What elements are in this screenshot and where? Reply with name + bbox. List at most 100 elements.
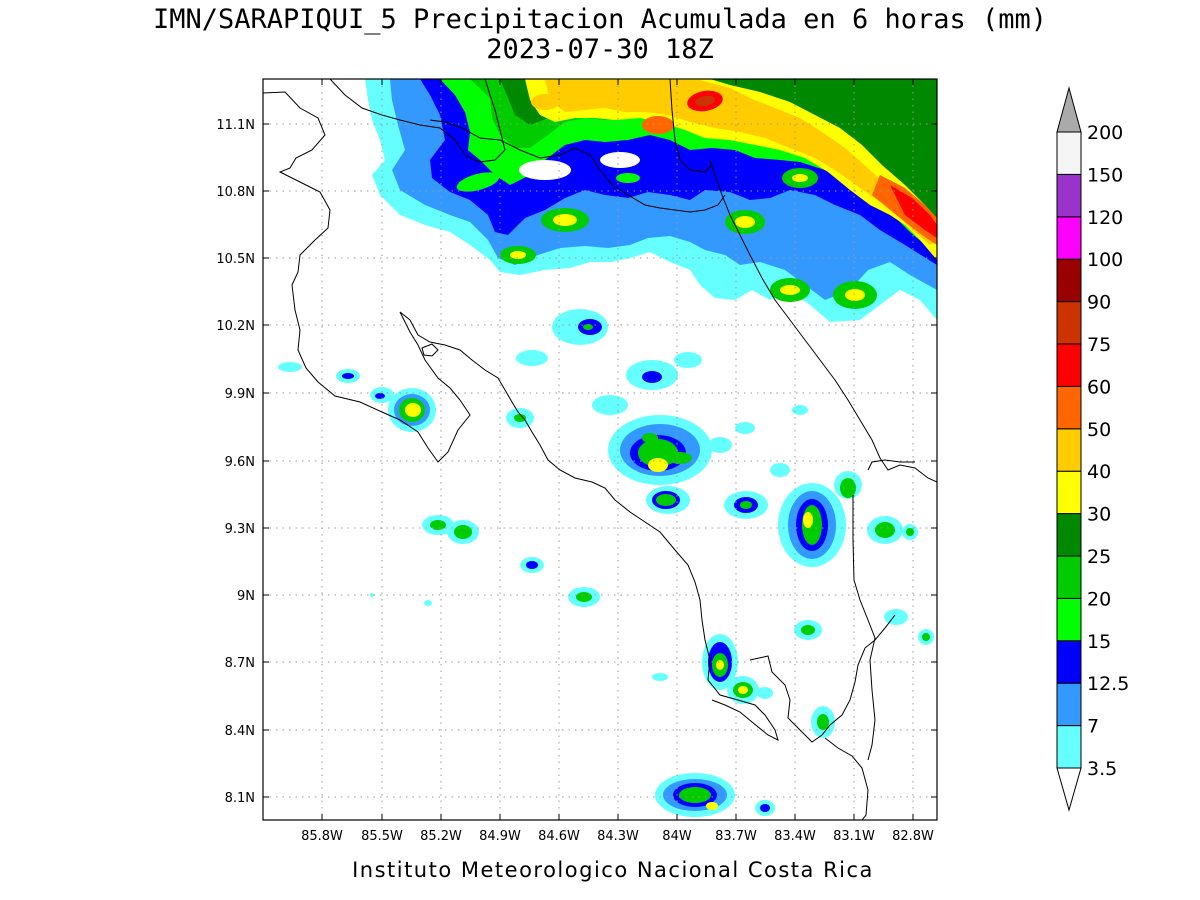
- precip-cell: [735, 422, 755, 434]
- coastlines-and-borders: [263, 79, 937, 820]
- colorbar-swatch: [1056, 597, 1082, 642]
- precip-cell: [695, 95, 715, 107]
- precip-cell: [735, 216, 755, 228]
- precip-cell: [638, 439, 678, 467]
- precip-cell: [370, 593, 374, 597]
- osa-peninsula-coast: [749, 614, 896, 743]
- precip-cell: [454, 525, 472, 539]
- colorbar-swatch: [1056, 216, 1082, 260]
- colorbar-swatch: [1056, 725, 1082, 769]
- colorbar-label: 150: [1087, 164, 1123, 186]
- colorbar-max-arrow: [1056, 86, 1082, 133]
- panama-border: [852, 495, 876, 761]
- caribbean-coast: [709, 159, 937, 483]
- precip-cell: [405, 403, 421, 417]
- y-tick-label: 8.7N: [225, 656, 255, 671]
- precip-cell: [510, 251, 526, 259]
- precip-cell: [884, 609, 908, 625]
- precip-cell: [586, 92, 614, 108]
- y-tick-label: 9.3N: [225, 522, 255, 537]
- y-tick-label: 9.9N: [225, 387, 255, 402]
- colorbar-swatch: [1056, 131, 1082, 175]
- precip-cell: [514, 414, 526, 422]
- map-grid: [263, 79, 937, 820]
- x-tick-label: 84W: [662, 829, 692, 844]
- x-tick-label: 84.3W: [597, 829, 639, 844]
- x-tick-label: 83.4W: [774, 829, 816, 844]
- colorbar-swatch: [1056, 385, 1082, 430]
- precip-cell: [342, 373, 354, 379]
- map-subtitle-date: 2023-07-30 18Z: [486, 34, 714, 65]
- colorbar-label: 50: [1087, 419, 1111, 441]
- map-title: IMN/SARAPIQUI_5 Precipitacion Acumulada …: [153, 4, 1047, 35]
- colorbar-label: 20: [1087, 588, 1111, 610]
- x-tick-label: 83.7W: [715, 829, 757, 844]
- nicoya-gulf-coast: [399, 311, 779, 741]
- x-tick-label: 84.6W: [538, 829, 580, 844]
- precip-cell: [679, 787, 711, 803]
- y-tick-label: 10.2N: [216, 319, 255, 334]
- precip-cell: [553, 214, 577, 226]
- precip-cell: [642, 371, 662, 383]
- precip-cell: [706, 802, 718, 810]
- precip-cell: [792, 174, 808, 182]
- y-tick-label: 9N: [237, 589, 255, 604]
- precip-cell: [792, 405, 808, 415]
- y-tick-label: 11.1N: [216, 118, 255, 133]
- colorbar-swatch: [1056, 258, 1082, 303]
- precip-contour: [890, 185, 937, 238]
- precip-cell: [278, 362, 302, 372]
- colorbar-label: 25: [1087, 546, 1111, 568]
- colorbar-label: 40: [1087, 461, 1111, 483]
- colorbar-label: 200: [1087, 122, 1123, 144]
- colorbar-label: 15: [1087, 631, 1111, 653]
- colorbar-label: 120: [1087, 207, 1123, 229]
- colorbar-swatch: [1056, 640, 1082, 684]
- precip-cell: [519, 160, 571, 180]
- precip-cell: [642, 433, 658, 443]
- san-juan-river: [669, 79, 713, 173]
- precip-cell: [770, 463, 790, 477]
- precip-contour: [500, 79, 937, 235]
- colorbar-swatch: [1056, 428, 1082, 472]
- colorbar-label: 30: [1087, 504, 1111, 526]
- colorbar-label: 3.5: [1087, 758, 1117, 780]
- bocas-del-toro-coast: [867, 459, 915, 471]
- precip-contour: [545, 80, 937, 245]
- precip-cell: [526, 561, 538, 569]
- precip-cell: [516, 350, 548, 366]
- precip-cell: [780, 285, 800, 295]
- precip-cell: [875, 522, 895, 538]
- precip-cell: [456, 172, 500, 192]
- precip-cell: [840, 478, 856, 498]
- burica-peninsula-coast: [824, 737, 869, 820]
- precip-cell: [740, 501, 752, 509]
- precip-cell: [424, 600, 432, 606]
- footer-credit: Instituto Meteorologico Nacional Costa R…: [352, 858, 874, 882]
- colorbar-min-arrow: [1056, 767, 1082, 812]
- y-tick-label: 10.8N: [216, 185, 255, 200]
- x-tick-label: 83.1W: [833, 829, 875, 844]
- precip-cell: [817, 714, 829, 730]
- chira-island: [421, 343, 439, 357]
- x-tick-label: 82.8W: [892, 829, 934, 844]
- colorbar-swatch: [1056, 343, 1082, 387]
- colorbar-swatch: [1056, 470, 1082, 515]
- precip-cell: [845, 289, 865, 301]
- precip-cell: [738, 686, 748, 694]
- precip-cell: [592, 395, 628, 415]
- precip-cell: [674, 352, 702, 368]
- precip-cell: [801, 625, 815, 635]
- precip-cell: [708, 437, 732, 453]
- colorbar-swatch: [1056, 173, 1082, 218]
- precip-cell: [642, 116, 674, 134]
- precip-cell: [600, 152, 640, 168]
- colorbar-swatch: [1056, 555, 1082, 599]
- precip-cell: [531, 94, 559, 110]
- precip-cell: [803, 512, 813, 528]
- x-tick-label: 85.2W: [420, 829, 462, 844]
- precip-cell: [668, 452, 692, 464]
- x-tick-label: 85.8W: [301, 829, 343, 844]
- latitude-axis: 11.1N 10.8N 10.5N 10.2N 9.9N 9.6N 9.3N 9N 8.7N 8.…: [216, 118, 937, 806]
